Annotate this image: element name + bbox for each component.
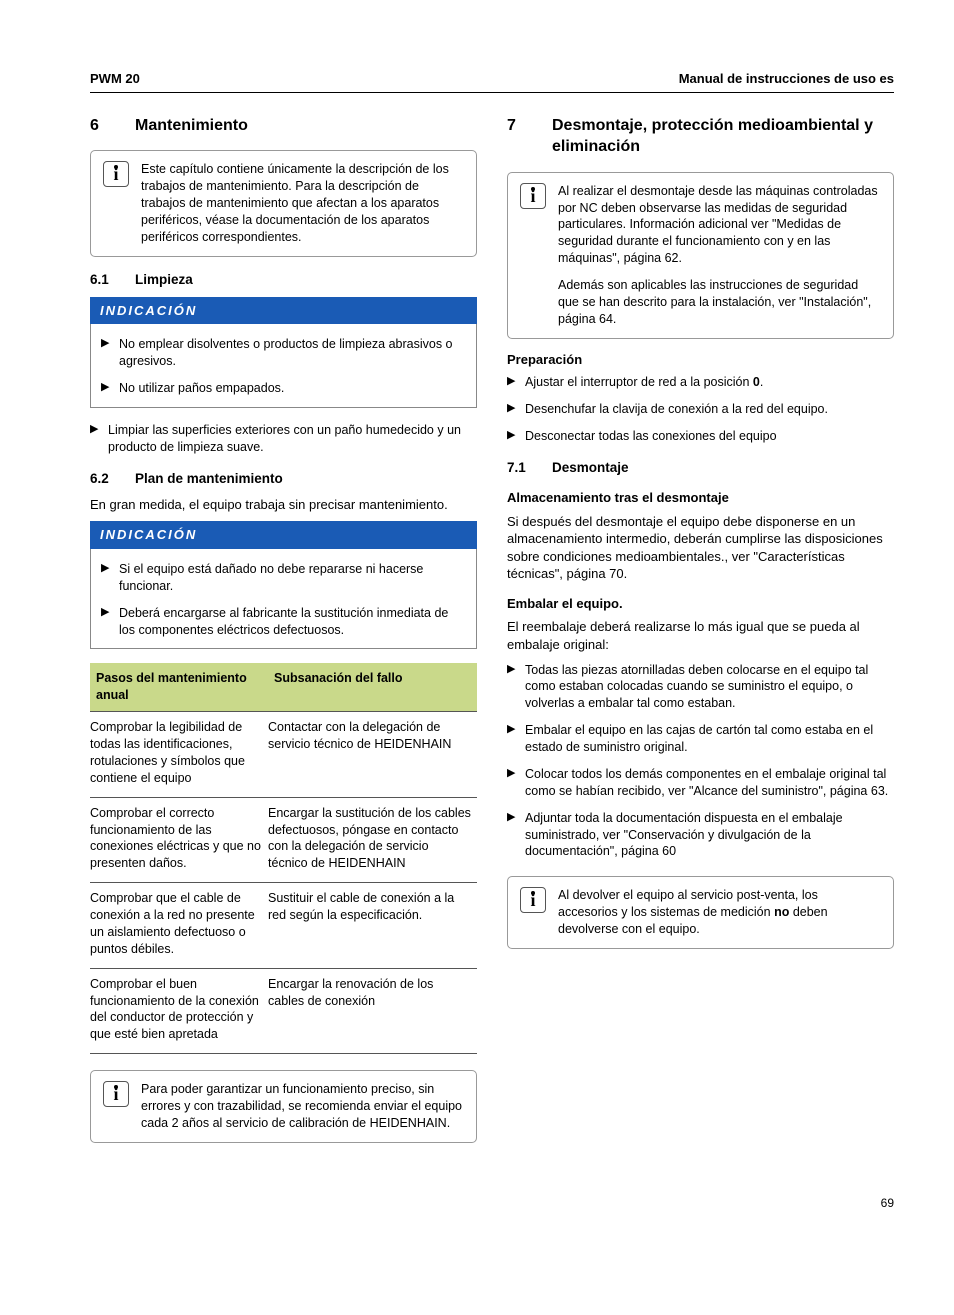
triangle-icon: ▶ [507, 662, 525, 713]
triangle-icon: ▶ [507, 766, 525, 800]
info-icon: i [103, 161, 129, 187]
list-item: ▶Deberá encargarse al fabricante la sust… [101, 605, 466, 639]
triangle-icon: ▶ [507, 428, 525, 445]
subsection-number: 6.2 [90, 470, 135, 488]
paragraph: El reembalaje deberá realizarse lo más i… [507, 618, 894, 653]
triangle-icon: ▶ [101, 605, 119, 639]
info-text: Para poder garantizar un funcionamiento … [141, 1081, 464, 1132]
section-7-heading: 7 Desmontaje, protección medioambiental … [507, 115, 894, 158]
info-box: i Al realizar el desmontaje desde las má… [507, 172, 894, 339]
right-column: 7 Desmontaje, protección medioambiental … [507, 115, 894, 1155]
list-item: ▶Embalar el equipo en las cajas de cartó… [507, 722, 894, 756]
paragraph: Si después del desmontaje el equipo debe… [507, 513, 894, 583]
info-box: i Al devolver el equipo al servicio post… [507, 876, 894, 949]
list-item: ▶Limpiar las superficies exteriores con … [90, 422, 477, 456]
table-row: Comprobar el correcto funcionamiento de … [90, 797, 477, 883]
table-row: Comprobar la legibilidad de todas las id… [90, 712, 477, 798]
info-icon: i [103, 1081, 129, 1107]
bullet-list: ▶Limpiar las superficies exteriores con … [90, 422, 477, 456]
info-text: Además son aplicables las instrucciones … [558, 277, 881, 328]
info-icon: i [520, 183, 546, 209]
list-text: Ajustar el interruptor de red a la posic… [525, 374, 894, 391]
list-item: ▶Todas las piezas atornilladas deben col… [507, 662, 894, 713]
table-cell: Encargar la sustitución de los cables de… [268, 797, 477, 883]
list-item: ▶Adjuntar toda la documentación dispuest… [507, 810, 894, 861]
bullet-list: ▶Todas las piezas atornilladas deben col… [507, 662, 894, 861]
list-item: ▶No emplear disolventes o productos de l… [101, 336, 466, 370]
section-number: 7 [507, 115, 552, 158]
header-left: PWM 20 [90, 70, 140, 88]
table-cell: Comprobar el correcto funcionamiento de … [90, 797, 268, 883]
subsection-title: Plan de mantenimiento [135, 470, 283, 488]
section-number: 6 [90, 115, 135, 137]
table-cell: Comprobar el buen funcionamiento de la c… [90, 968, 268, 1054]
bullet-list: ▶Si el equipo está dañado no debe repara… [101, 561, 466, 639]
page-number: 69 [90, 1195, 894, 1211]
triangle-icon: ▶ [101, 561, 119, 595]
section-6-heading: 6 Mantenimiento [90, 115, 477, 137]
list-item: ▶Si el equipo está dañado no debe repara… [101, 561, 466, 595]
triangle-icon: ▶ [101, 380, 119, 397]
indication-banner: INDICACIÓN [90, 297, 477, 325]
table-cell: Comprobar la legibilidad de todas las id… [90, 712, 268, 798]
two-column-layout: 6 Mantenimiento i Este capítulo contiene… [90, 115, 894, 1155]
subsection-title: Limpieza [135, 271, 193, 289]
triangle-icon: ▶ [507, 722, 525, 756]
section-6-1-heading: 6.1 Limpieza [90, 271, 477, 289]
indication-box: ▶Si el equipo está dañado no debe repara… [90, 549, 477, 650]
indication-box: ▶No emplear disolventes o productos de l… [90, 324, 477, 408]
header-right: Manual de instrucciones de uso es [679, 70, 894, 88]
triangle-icon: ▶ [90, 422, 108, 456]
subheading-preparacion: Preparación [507, 351, 894, 369]
info-text: Al devolver el equipo al servicio post-v… [558, 887, 881, 938]
subsection-title: Desmontaje [552, 459, 629, 477]
info-text: Al realizar el desmontaje desde las máqu… [558, 183, 881, 267]
maintenance-table: Pasos del mantenimiento anual Subsanació… [90, 663, 477, 1054]
subheading-storage: Almacenamiento tras el desmontaje [507, 489, 894, 507]
info-icon: i [520, 887, 546, 913]
table-cell: Encargar la renovación de los cables de … [268, 968, 477, 1054]
table-header: Pasos del mantenimiento anual [90, 663, 268, 711]
indication-banner: INDICACIÓN [90, 521, 477, 549]
table-header-row: Pasos del mantenimiento anual Subsanació… [90, 663, 477, 711]
left-column: 6 Mantenimiento i Este capítulo contiene… [90, 115, 477, 1155]
section-title: Desmontaje, protección medioambiental y … [552, 115, 894, 158]
triangle-icon: ▶ [507, 374, 525, 391]
subsection-number: 6.1 [90, 271, 135, 289]
info-box: i Este capítulo contiene únicamente la d… [90, 150, 477, 256]
table-row: Comprobar el buen funcionamiento de la c… [90, 968, 477, 1054]
list-item: ▶No utilizar paños empapados. [101, 380, 466, 397]
triangle-icon: ▶ [101, 336, 119, 370]
list-item: ▶Colocar todos los demás componentes en … [507, 766, 894, 800]
table-cell: Sustituir el cable de conexión a la red … [268, 883, 477, 969]
list-item: ▶Desenchufar la clavija de conexión a la… [507, 401, 894, 418]
subheading-pack: Embalar el equipo. [507, 595, 894, 613]
table-cell: Contactar con la delegación de servicio … [268, 712, 477, 798]
paragraph: En gran medida, el equipo trabaja sin pr… [90, 496, 477, 514]
bullet-list: ▶No emplear disolventes o productos de l… [101, 336, 466, 397]
triangle-icon: ▶ [507, 401, 525, 418]
info-box: i Para poder garantizar un funcionamient… [90, 1070, 477, 1143]
table-cell: Comprobar que el cable de conexión a la … [90, 883, 268, 969]
section-title: Mantenimiento [135, 115, 248, 137]
bullet-list: ▶Ajustar el interruptor de red a la posi… [507, 374, 894, 445]
page-header: PWM 20 Manual de instrucciones de uso es [90, 70, 894, 93]
info-text: Este capítulo contiene únicamente la des… [141, 161, 464, 245]
table-header: Subsanación del fallo [268, 663, 477, 711]
section-6-2-heading: 6.2 Plan de mantenimiento [90, 470, 477, 488]
table-row: Comprobar que el cable de conexión a la … [90, 883, 477, 969]
list-item: ▶Ajustar el interruptor de red a la posi… [507, 374, 894, 391]
list-item: ▶Desconectar todas las conexiones del eq… [507, 428, 894, 445]
triangle-icon: ▶ [507, 810, 525, 861]
section-7-1-heading: 7.1 Desmontaje [507, 459, 894, 477]
subsection-number: 7.1 [507, 459, 552, 477]
